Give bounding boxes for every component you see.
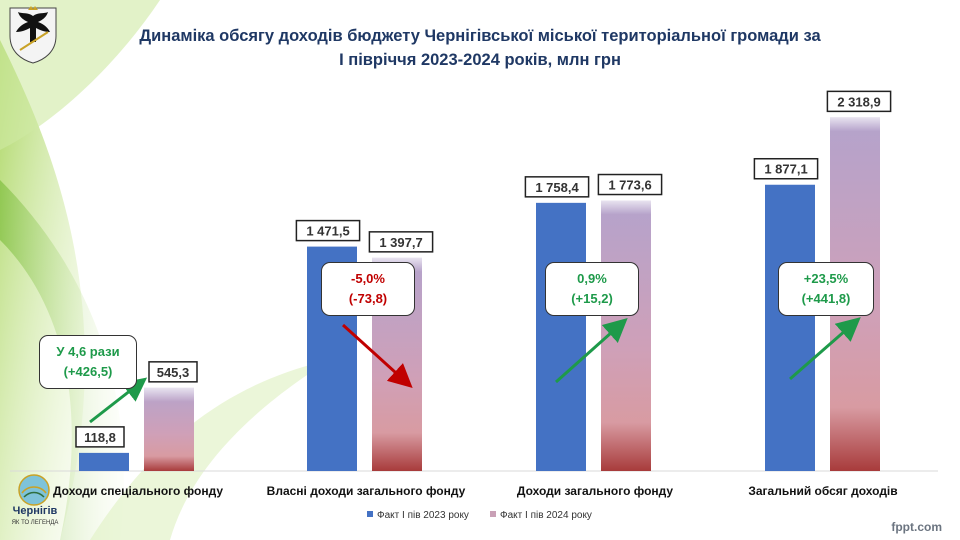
svg-text:545,3: 545,3: [157, 365, 190, 380]
trend-arrow-down-1: [341, 323, 413, 389]
chart-title: Динаміка обсягу доходів бюджету Чернігів…: [80, 24, 880, 72]
bar-2024-highlight-0: [144, 387, 194, 402]
bar-2023-2: [536, 202, 586, 471]
svg-text:1 758,4: 1 758,4: [535, 180, 579, 195]
city-logo: Чернігів ЯК ТО ЛЕГЕНДА: [6, 505, 64, 529]
leaf-swoosh-4: [90, 360, 330, 540]
bar-2023-0: [79, 452, 129, 471]
change-callout-3: +23,5% (+441,8): [778, 262, 874, 316]
value-label-2024-2: 1 773,6: [597, 173, 663, 196]
watermark: fppt.com: [891, 520, 942, 534]
change-callout-line1: -5,0%: [351, 271, 385, 286]
svg-text:1 397,7: 1 397,7: [379, 235, 422, 250]
leaf-swoosh-2: [0, 180, 124, 540]
chernihiv-coat-of-arms-icon: [9, 6, 57, 64]
value-label-2024-3: 2 318,9: [826, 90, 892, 113]
change-callout-line1: 0,9%: [577, 271, 607, 286]
change-callout-line2: (+426,5): [63, 364, 113, 379]
city-logo-icon: [18, 474, 50, 506]
trend-arrow-up-2: [555, 318, 628, 384]
legend-swatch-2024: [490, 511, 496, 517]
change-callout-line2: (+15,2): [571, 291, 613, 306]
value-label-2023-0: 118,8: [75, 426, 125, 448]
category-label-3: Загальний обсяг доходів: [748, 484, 897, 498]
category-label-1: Власні доходи загального фонду: [267, 484, 466, 498]
value-label-2023-2: 1 758,4: [524, 176, 590, 198]
change-callout-2: 0,9% (+15,2): [545, 262, 639, 316]
value-label-2023-1: 1 471,5: [295, 219, 361, 242]
legend-swatch-2023: [367, 511, 373, 517]
value-label-2024-1: 1 397,7: [368, 231, 434, 253]
change-callout-line1: +23,5%: [803, 271, 849, 286]
city-logo-name: Чернігів: [12, 505, 58, 517]
bar-2024-highlight-3: [830, 117, 880, 132]
change-callout-line2: (-73,8): [348, 291, 388, 306]
change-callout-0: У 4,6 рази (+426,5): [39, 335, 137, 389]
category-label-0: Доходи спеціального фонду: [53, 484, 223, 498]
trend-arrow-up-3: [789, 317, 861, 381]
svg-text:1 471,5: 1 471,5: [306, 224, 349, 239]
legend-label-2023: Факт І пів 2023 року: [377, 510, 469, 521]
bar-2023-3: [765, 184, 815, 471]
value-label-2024-0: 545,3: [148, 361, 198, 383]
bar-2024-highlight-2: [601, 200, 651, 215]
svg-text:1 877,1: 1 877,1: [764, 162, 807, 177]
chart-title-line-2: І півріччя 2023-2024 років, млн грн: [339, 51, 621, 69]
svg-text:2 318,9: 2 318,9: [837, 94, 880, 109]
chart-title-line-1: Динаміка обсягу доходів бюджету Чернігів…: [139, 27, 821, 45]
legend-label-2024: Факт І пів 2024 року: [500, 510, 592, 521]
category-label-2: Доходи загального фонду: [517, 484, 674, 498]
city-logo-motto: ЯК ТО ЛЕГЕНДА: [11, 520, 59, 526]
svg-text:118,8: 118,8: [84, 430, 116, 445]
legend: Факт І пів 2023 року Факт І пів 2024 рок…: [367, 510, 592, 521]
change-callout-line1: У 4,6 рази: [56, 344, 120, 359]
trend-arrow-up-0: [89, 377, 148, 424]
change-callout-line2: (+441,8): [801, 291, 851, 306]
change-callout-1: -5,0% (-73,8): [321, 262, 415, 316]
svg-text:1 773,6: 1 773,6: [608, 178, 651, 193]
value-label-2023-3: 1 877,1: [753, 157, 819, 180]
